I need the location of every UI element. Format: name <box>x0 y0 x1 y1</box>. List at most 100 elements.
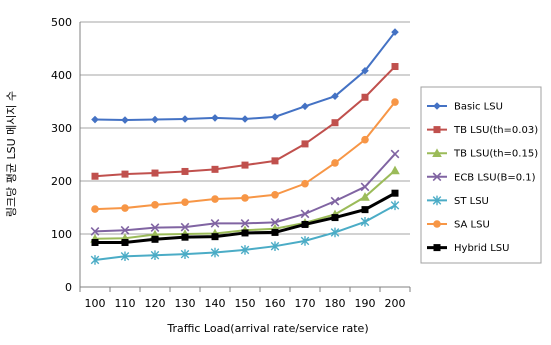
data-point <box>240 245 250 255</box>
x-tick-label: 150 <box>235 297 256 310</box>
legend-marker <box>433 220 441 228</box>
data-point <box>181 198 189 206</box>
data-point <box>151 201 159 209</box>
data-point <box>301 220 309 228</box>
legend-marker <box>433 126 441 134</box>
legend-marker <box>433 244 441 252</box>
tick-labels: 0 100 200 300 400 500 100 110 120 130 140 150 160 170… <box>51 16 406 310</box>
data-point <box>151 115 159 124</box>
data-point <box>240 219 250 228</box>
legend-label: ST LSU <box>454 196 489 207</box>
data-point <box>120 225 130 235</box>
data-point <box>181 115 189 123</box>
x-tick-label: 160 <box>265 297 286 310</box>
y-tick-label: 100 <box>51 228 72 241</box>
data-point <box>91 238 99 246</box>
legend-label: Hybrid LSU <box>454 243 509 254</box>
data-point <box>181 233 189 241</box>
data-point <box>211 114 219 122</box>
data-point <box>150 250 160 260</box>
legend-entry: ECB LSU(B=0.1) <box>427 172 536 183</box>
data-point <box>361 93 369 101</box>
data-point <box>241 229 249 237</box>
data-point <box>331 159 339 167</box>
legend-entry: Basic LSU <box>427 102 503 113</box>
data-point <box>90 226 100 236</box>
legend-label: SA LSU <box>454 220 490 231</box>
data-point <box>301 140 309 148</box>
data-point <box>91 205 99 213</box>
data-point <box>390 165 400 175</box>
data-point <box>121 238 129 246</box>
data-point <box>210 247 220 258</box>
legend-label: Basic LSU <box>454 102 503 113</box>
data-point <box>121 170 129 178</box>
legend-marker <box>432 172 442 182</box>
data-point <box>270 217 280 227</box>
series-4 <box>90 200 400 265</box>
data-point <box>151 235 159 243</box>
y-tick-label: 500 <box>51 16 72 29</box>
data-point <box>121 116 129 124</box>
data-point <box>271 190 279 199</box>
data-point <box>91 115 99 124</box>
legend-label: ECB LSU(B=0.1) <box>454 172 536 183</box>
legend-entry: SA LSU <box>427 220 490 231</box>
legend: Basic LSU TB LSU(th=0.03) TB LSU(th=0.15) E… <box>420 86 542 264</box>
data-point <box>361 66 369 75</box>
x-axis-title: Traffic Load(arrival rate/service rate) <box>166 322 368 335</box>
x-tick-label: 100 <box>85 297 106 310</box>
x-tick-label: 170 <box>295 297 316 310</box>
data-point <box>180 249 190 259</box>
series-5 <box>91 98 399 213</box>
legend-marker <box>432 148 442 157</box>
data-point <box>121 204 129 212</box>
data-point <box>91 172 99 180</box>
data-point <box>331 92 339 100</box>
series-1 <box>91 63 399 180</box>
y-tick-label: 200 <box>51 175 72 188</box>
series-0 <box>91 28 399 124</box>
x-tick-label: 110 <box>115 297 136 310</box>
gridlines <box>80 21 410 235</box>
data-point <box>330 227 340 238</box>
y-tick-label: 400 <box>51 69 72 82</box>
legend-label: TB LSU(th=0.03) <box>453 125 538 136</box>
data-point <box>120 251 130 262</box>
legend-entry: Hybrid LSU <box>427 243 509 254</box>
data-point <box>150 223 160 233</box>
data-point <box>271 228 279 236</box>
data-point <box>331 214 339 222</box>
data-point <box>151 169 159 177</box>
x-tick-label: 130 <box>175 297 196 310</box>
legend-entry: ST LSU <box>427 195 489 207</box>
data-point <box>390 149 400 159</box>
data-point <box>391 98 399 106</box>
x-tick-label: 200 <box>385 297 406 310</box>
data-point <box>360 217 370 227</box>
series-group <box>90 28 400 265</box>
data-point <box>271 157 279 165</box>
data-point <box>181 167 189 175</box>
x-tick-label: 120 <box>145 297 166 310</box>
data-point <box>361 135 369 144</box>
legend-frame <box>420 86 542 264</box>
series-6 <box>91 189 399 246</box>
legend-label: TB LSU(th=0.15) <box>453 149 538 160</box>
x-tick-label: 180 <box>325 297 346 310</box>
data-point <box>360 182 370 192</box>
data-point <box>211 195 219 203</box>
data-point <box>331 119 339 127</box>
data-point <box>90 255 100 265</box>
data-point <box>241 115 249 123</box>
data-point <box>301 102 309 111</box>
data-point <box>361 206 369 214</box>
x-tick-label: 190 <box>355 297 376 310</box>
data-point <box>391 189 399 197</box>
legend-entry: TB LSU(th=0.03) <box>427 125 538 136</box>
axes <box>79 22 411 292</box>
data-point <box>271 113 279 121</box>
y-tick-label: 0 <box>65 281 72 294</box>
series-3 <box>90 149 400 236</box>
